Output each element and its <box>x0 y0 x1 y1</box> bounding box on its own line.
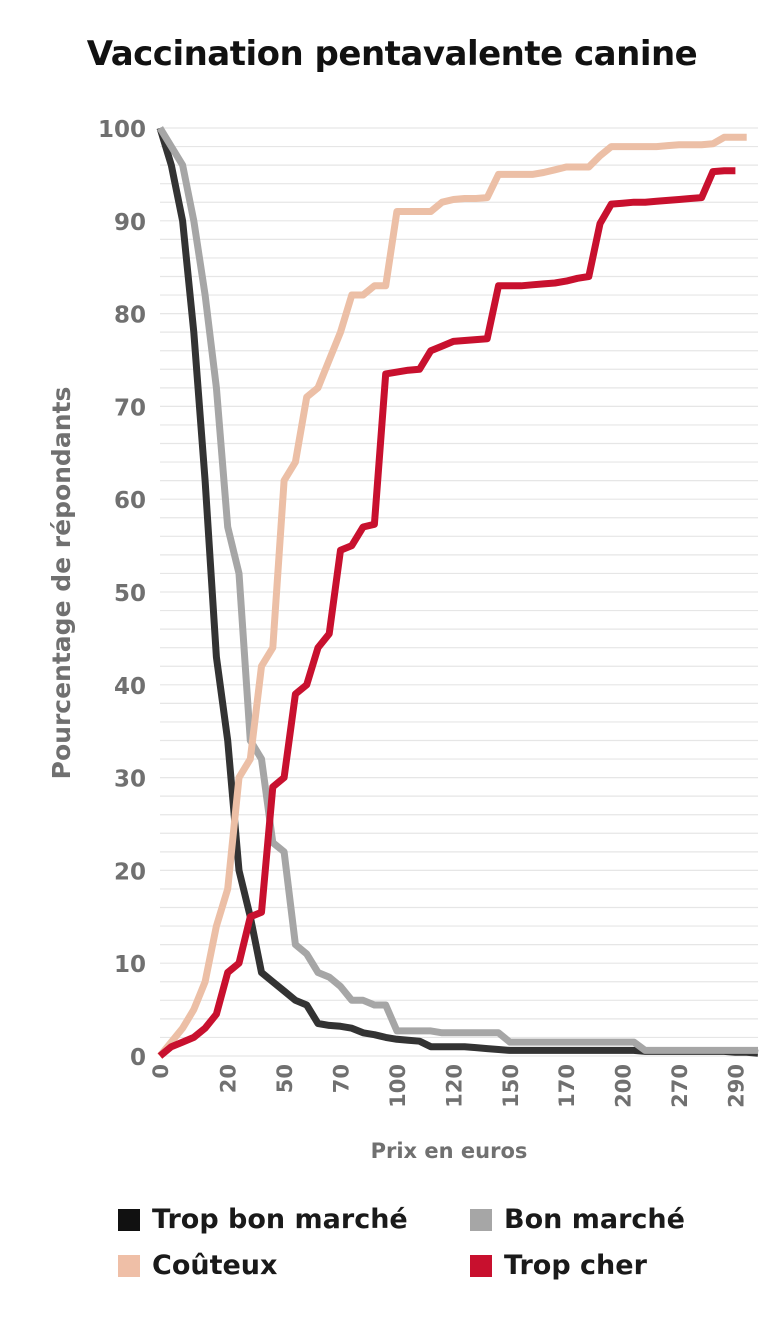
y-axis-label: Pourcentage de répondants <box>47 387 76 780</box>
y-tick-label: 70 <box>114 395 146 421</box>
chart-title: Vaccination pentavalente canine <box>86 34 698 74</box>
legend-swatch-bon-marche <box>470 1208 492 1231</box>
legend-swatch-trop-cher <box>470 1254 492 1277</box>
y-tick-label: 80 <box>114 303 146 329</box>
x-tick-label: 70 <box>330 1064 354 1093</box>
legend-label: Bon marché <box>504 1204 685 1235</box>
x-tick-label: 50 <box>273 1064 297 1093</box>
legend-swatch-trop-bon-marche <box>118 1208 140 1231</box>
x-tick-label: 150 <box>499 1064 523 1108</box>
y-tick-label: 50 <box>114 581 146 607</box>
x-tick-label: 270 <box>668 1064 692 1108</box>
legend-item-trop-cher: Trop cher <box>470 1250 647 1281</box>
y-tick-label: 10 <box>114 952 146 978</box>
x-tick-label: 170 <box>555 1064 579 1108</box>
x-axis-label: Prix en euros <box>371 1139 528 1163</box>
line-chart: 0 10 20 30 40 50 60 70 80 90 100 0 20 50 70 100 120 150 1… <box>47 117 759 1163</box>
y-tick-label: 100 <box>98 117 146 143</box>
y-axis-ticks: 0 10 20 30 40 50 60 70 80 90 100 <box>98 117 146 1071</box>
x-axis-ticks: 0 20 50 70 100 120 150 170 200 270 290 <box>149 1064 748 1108</box>
series-line-1 <box>157 126 758 1054</box>
y-tick-label: 0 <box>130 1045 146 1071</box>
series-line-2 <box>157 133 747 1059</box>
legend-label: Trop cher <box>504 1250 647 1281</box>
series-line-3 <box>157 167 736 1059</box>
x-tick-label: 290 <box>724 1064 748 1108</box>
x-tick-label: 20 <box>217 1064 241 1093</box>
x-tick-label: 0 <box>149 1064 173 1079</box>
x-tick-label: 120 <box>442 1064 466 1108</box>
x-tick-label: 200 <box>612 1064 636 1108</box>
legend-item-bon-marche: Bon marché <box>470 1204 685 1235</box>
y-tick-label: 90 <box>114 210 146 236</box>
x-tick-label: 100 <box>386 1064 410 1108</box>
legend-item-trop-bon-marche: Trop bon marché <box>118 1204 408 1235</box>
y-tick-label: 20 <box>114 859 146 885</box>
legend-label: Coûteux <box>152 1250 278 1281</box>
legend-item-couteux: Coûteux <box>118 1250 277 1281</box>
legend-swatch-couteux <box>118 1254 140 1277</box>
y-tick-label: 40 <box>114 674 146 700</box>
y-tick-label: 60 <box>114 488 146 514</box>
series-lines <box>156 126 759 1059</box>
y-tick-label: 30 <box>114 767 146 793</box>
legend-label: Trop bon marché <box>152 1204 408 1235</box>
